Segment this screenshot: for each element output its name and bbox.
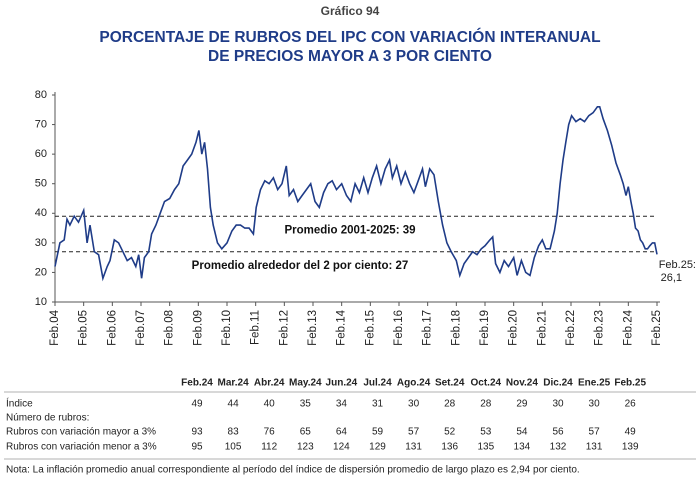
table-cell: 54 bbox=[516, 427, 528, 438]
end-label: 26,1 bbox=[661, 272, 682, 284]
table-cell: 57 bbox=[589, 427, 601, 438]
table-header: Mar.24 bbox=[218, 378, 250, 389]
table-cell: 52 bbox=[444, 427, 456, 438]
table-header: Set.24 bbox=[435, 378, 465, 389]
table-cell: 30 bbox=[408, 399, 420, 410]
table-cell: 112 bbox=[261, 442, 277, 453]
table-cell: 31 bbox=[372, 399, 384, 410]
table-cell: 30 bbox=[589, 399, 601, 410]
table-cell: 59 bbox=[372, 427, 384, 438]
table-cell: 124 bbox=[333, 442, 350, 453]
x-tick-label: Feb.09 bbox=[192, 310, 204, 346]
table-cell: 131 bbox=[586, 442, 603, 453]
x-tick-label: Feb.23 bbox=[594, 310, 606, 346]
x-tick-label: Feb.13 bbox=[307, 310, 319, 346]
chart-title: PORCENTAJE DE RUBROS DEL IPC CON VARIACI… bbox=[99, 28, 600, 46]
table-cell: 28 bbox=[444, 399, 456, 410]
table-cell: 65 bbox=[300, 427, 312, 438]
y-tick-label: 50 bbox=[35, 178, 47, 190]
table-header: May.24 bbox=[289, 378, 322, 389]
table-cell: 57 bbox=[408, 427, 420, 438]
x-tick-label: Feb.10 bbox=[221, 310, 233, 346]
x-tick-label: Feb.19 bbox=[479, 310, 491, 346]
row-label: Rubros con variación mayor a 3% bbox=[6, 427, 156, 438]
y-tick-label: 20 bbox=[35, 266, 47, 278]
table-cell: 134 bbox=[514, 442, 531, 453]
table-cell: 28 bbox=[480, 399, 492, 410]
table-cell: 93 bbox=[191, 427, 203, 438]
table-cell: 135 bbox=[477, 442, 494, 453]
table-cell: 132 bbox=[550, 442, 567, 453]
table-cell: 49 bbox=[625, 427, 637, 438]
table-cell: 35 bbox=[300, 399, 312, 410]
x-tick-label: Feb.14 bbox=[336, 309, 348, 345]
x-tick-label: Feb.20 bbox=[508, 310, 520, 346]
table-header: Dic.24 bbox=[543, 378, 573, 389]
table-cell: 29 bbox=[516, 399, 528, 410]
table-cell: 44 bbox=[228, 399, 240, 410]
table-cell: 40 bbox=[264, 399, 276, 410]
annotation: Promedio 2001-2025: 39 bbox=[284, 224, 415, 236]
table-cell: 76 bbox=[264, 427, 276, 438]
x-tick-label: Feb.05 bbox=[78, 310, 90, 346]
x-tick-label: Feb.08 bbox=[164, 310, 176, 346]
table-header: Jun.24 bbox=[326, 378, 358, 389]
chart-label: Gráfico 94 bbox=[321, 4, 380, 18]
table-cell: 49 bbox=[191, 399, 203, 410]
y-tick-label: 80 bbox=[35, 89, 47, 101]
table-cell: 56 bbox=[552, 427, 564, 438]
table-cell: 131 bbox=[405, 442, 422, 453]
table-header: Abr.24 bbox=[254, 378, 285, 389]
y-tick-label: 10 bbox=[35, 296, 47, 308]
table-header: Feb.25 bbox=[614, 378, 646, 389]
x-tick-label: Feb.25 bbox=[651, 310, 663, 346]
y-tick-label: 30 bbox=[35, 237, 47, 249]
x-tick-label: Feb.04 bbox=[49, 309, 61, 345]
y-tick-label: 40 bbox=[35, 207, 47, 219]
table-cell: 95 bbox=[191, 442, 203, 453]
table-header: Oct.24 bbox=[471, 378, 502, 389]
x-tick-label: Feb.15 bbox=[364, 310, 376, 346]
table-cell: 83 bbox=[228, 427, 240, 438]
x-tick-label: Feb.22 bbox=[565, 310, 577, 346]
annotation: Promedio alrededor del 2 por ciento: 27 bbox=[192, 260, 409, 272]
table-header: Ene.25 bbox=[578, 378, 611, 389]
x-tick-label: Feb.17 bbox=[422, 310, 434, 346]
table-cell: 136 bbox=[441, 442, 458, 453]
table-header: Ago.24 bbox=[397, 378, 431, 389]
y-tick-label: 70 bbox=[35, 118, 47, 130]
table-cell: 123 bbox=[297, 442, 314, 453]
table-cell: 34 bbox=[336, 399, 348, 410]
x-tick-label: Feb.06 bbox=[106, 310, 118, 346]
table-cell: 129 bbox=[369, 442, 386, 453]
x-tick-label: Feb.18 bbox=[450, 310, 462, 346]
table-header: Nov.24 bbox=[506, 378, 538, 389]
x-tick-label: Feb.11 bbox=[250, 310, 262, 345]
x-tick-label: Feb.07 bbox=[135, 310, 147, 346]
table-cell: 64 bbox=[336, 427, 348, 438]
row-label: Número de rubros: bbox=[6, 413, 89, 424]
footnote: Nota: La inflación promedio anual corres… bbox=[6, 465, 580, 476]
x-tick-label: Feb.16 bbox=[393, 310, 405, 346]
row-label: Rubros con variación menor a 3% bbox=[6, 442, 157, 453]
table-cell: 139 bbox=[622, 442, 639, 453]
table-cell: 105 bbox=[225, 442, 242, 453]
table-cell: 53 bbox=[480, 427, 492, 438]
chart-title: DE PRECIOS MAYOR A 3 POR CIENTO bbox=[208, 48, 492, 65]
row-label: Índice bbox=[6, 397, 33, 410]
end-label: Feb.25: bbox=[659, 259, 696, 271]
x-tick-label: Feb.12 bbox=[278, 310, 290, 346]
x-tick-label: Feb.24 bbox=[622, 309, 634, 345]
table-cell: 26 bbox=[625, 399, 637, 410]
x-tick-label: Feb.21 bbox=[536, 310, 548, 346]
table-cell: 30 bbox=[552, 399, 564, 410]
table-header: Jul.24 bbox=[363, 378, 392, 389]
table-header: Feb.24 bbox=[181, 378, 213, 389]
y-tick-label: 60 bbox=[35, 148, 47, 160]
line-series bbox=[54, 106, 658, 282]
